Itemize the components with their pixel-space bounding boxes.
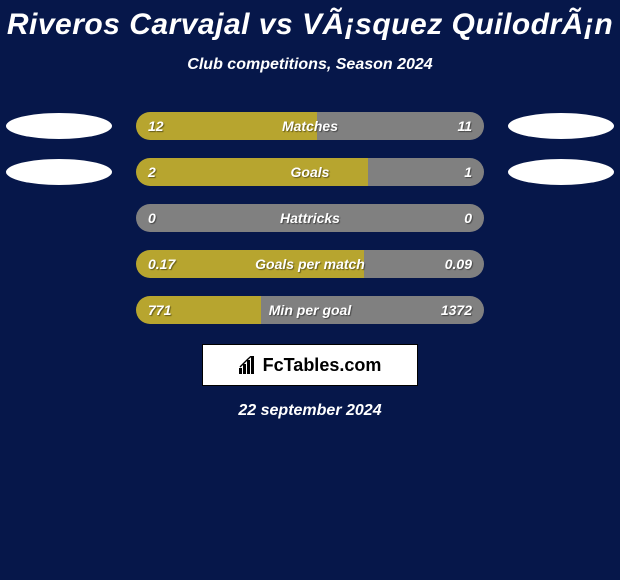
player-avatar-right	[508, 113, 614, 139]
stat-value-left: 0.17	[148, 250, 175, 278]
page-subtitle: Club competitions, Season 2024	[0, 56, 620, 74]
player-avatar-left	[6, 113, 112, 139]
stats-section: 12 Matches 11 2 Goals 1 0 Hattricks 0 0.17 Goals p…	[0, 112, 620, 324]
bar-chart-icon	[239, 356, 259, 374]
stat-value-right: 1372	[441, 296, 472, 324]
footer-logo: FcTables.com	[202, 344, 418, 386]
player-avatar-right	[508, 159, 614, 185]
stat-row: 0 Hattricks 0	[0, 204, 620, 232]
footer-date: 22 september 2024	[0, 402, 620, 420]
stat-value-left: 771	[148, 296, 171, 324]
stat-value-right: 1	[464, 158, 472, 186]
stat-label: Min per goal	[269, 296, 351, 324]
stat-row: 0.17 Goals per match 0.09	[0, 250, 620, 278]
page-title: Riveros Carvajal vs VÃ¡squez QuilodrÃ¡n	[0, 8, 620, 42]
stat-value-left: 2	[148, 158, 156, 186]
stat-value-left: 0	[148, 204, 156, 232]
stat-value-right: 0	[464, 204, 472, 232]
stat-label: Goals	[291, 158, 330, 186]
stat-value-right: 11	[457, 112, 472, 140]
footer-logo-text: FcTables.com	[263, 355, 382, 376]
stat-bar: 12 Matches 11	[136, 112, 484, 140]
stat-label: Hattricks	[280, 204, 340, 232]
stat-row: 12 Matches 11	[0, 112, 620, 140]
stat-bar: 771 Min per goal 1372	[136, 296, 484, 324]
stat-bar: 2 Goals 1	[136, 158, 484, 186]
stat-label: Matches	[282, 112, 338, 140]
stat-bar: 0.17 Goals per match 0.09	[136, 250, 484, 278]
stat-value-right: 0.09	[445, 250, 472, 278]
bar-fill-left	[136, 158, 368, 186]
stat-bar: 0 Hattricks 0	[136, 204, 484, 232]
stat-value-left: 12	[148, 112, 164, 140]
stat-label: Goals per match	[255, 250, 365, 278]
stat-row: 771 Min per goal 1372	[0, 296, 620, 324]
player-avatar-left	[6, 159, 112, 185]
stat-row: 2 Goals 1	[0, 158, 620, 186]
